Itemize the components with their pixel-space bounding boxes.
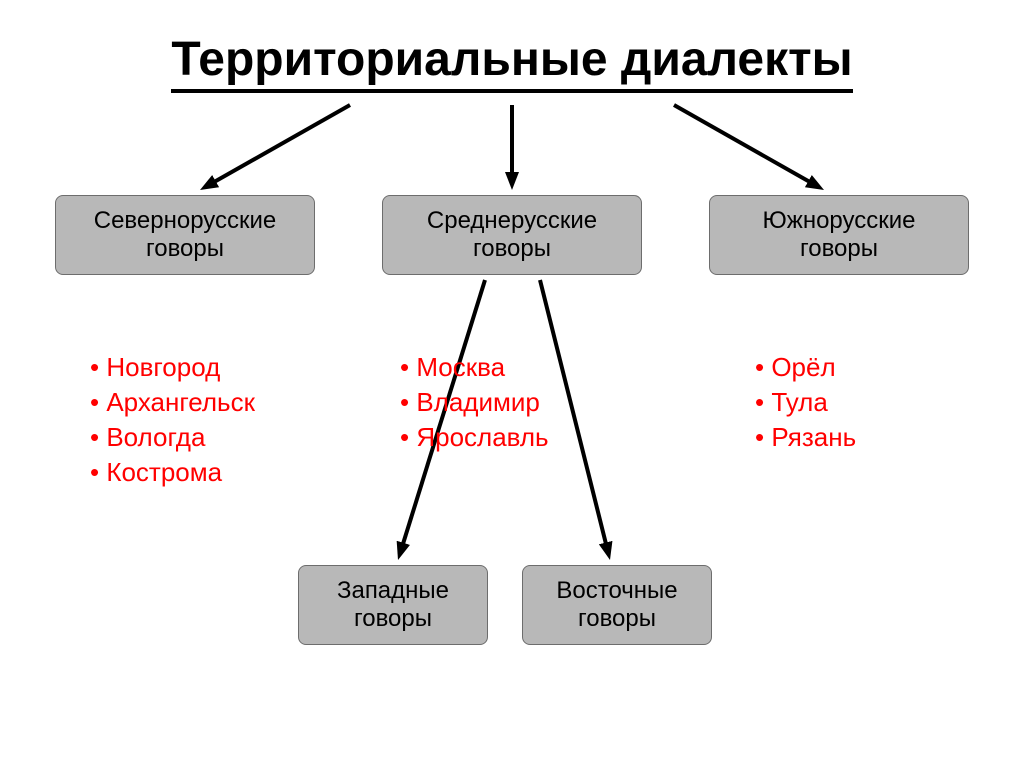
bullets-mid: МоскваВладимирЯрославль — [400, 350, 549, 455]
bullet-item: Кострома — [90, 455, 255, 490]
node-west-dialects: Западные говоры — [298, 565, 488, 645]
bullet-item: Вологда — [90, 420, 255, 455]
node-label: говоры — [473, 235, 551, 263]
node-label: говоры — [146, 235, 224, 263]
bullet-item: Орёл — [755, 350, 856, 385]
node-north-dialects: Севернорусские говоры — [55, 195, 315, 275]
page-title: Территориальные диалекты — [0, 32, 1024, 93]
node-label: говоры — [578, 605, 656, 633]
node-label: Севернорусские — [94, 207, 277, 235]
node-mid-dialects: Среднерусские говоры — [382, 195, 642, 275]
bullets-north: НовгородАрхангельскВологдаКострома — [90, 350, 255, 490]
arrow — [674, 105, 810, 182]
diagram-stage: Территориальные диалекты Севернорусские … — [0, 0, 1024, 768]
arrow — [540, 280, 606, 544]
bullets-south: ОрёлТулаРязань — [755, 350, 856, 455]
bullet-item: Ярославль — [400, 420, 549, 455]
node-label: Восточные — [556, 577, 677, 605]
bullet-item: Москва — [400, 350, 549, 385]
bullet-item: Рязань — [755, 420, 856, 455]
bullet-item: Архангельск — [90, 385, 255, 420]
title-text: Территориальные диалекты — [171, 32, 852, 93]
node-label: говоры — [354, 605, 432, 633]
node-east-dialects: Восточные говоры — [522, 565, 712, 645]
node-label: Западные — [337, 577, 449, 605]
node-south-dialects: Южнорусские говоры — [709, 195, 969, 275]
node-label: Среднерусские — [427, 207, 597, 235]
arrow — [214, 105, 350, 182]
node-label: говоры — [800, 235, 878, 263]
bullet-item: Владимир — [400, 385, 549, 420]
bullet-item: Новгород — [90, 350, 255, 385]
bullet-item: Тула — [755, 385, 856, 420]
node-label: Южнорусские — [763, 207, 916, 235]
